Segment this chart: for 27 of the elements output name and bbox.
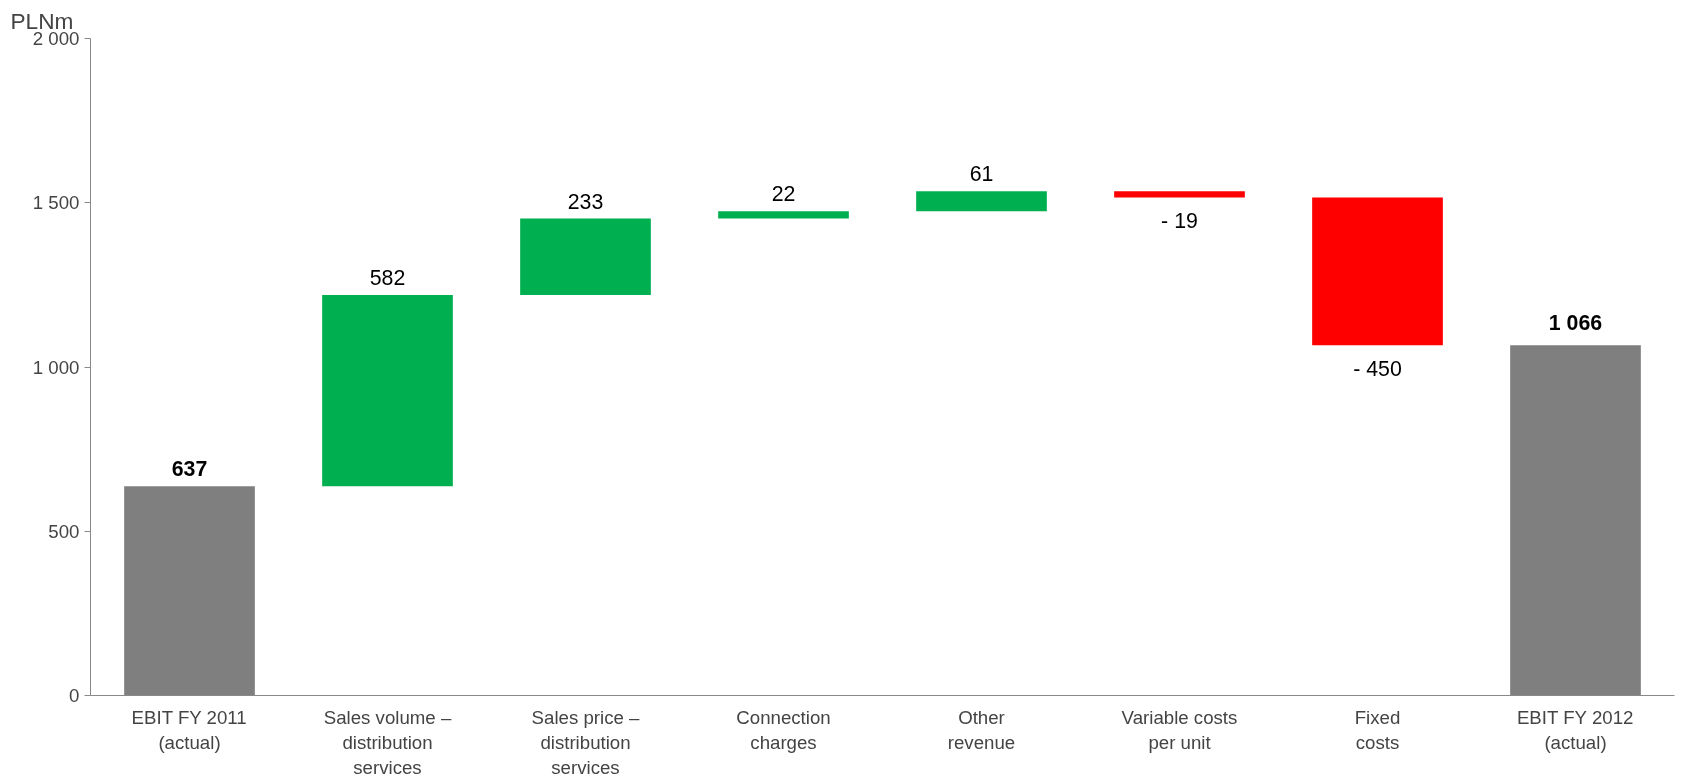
x-tick-label: Sales volume – distribution services [323, 706, 452, 778]
x-tick-label: EBIT FY 2011 (actual) [131, 706, 247, 753]
y-tick-label: 0 [69, 685, 80, 706]
x-tick-label: Variable costs per unit [1121, 706, 1238, 753]
data-label: 582 [369, 266, 406, 291]
bar [1114, 191, 1245, 198]
y-tick-label: 500 [48, 520, 80, 542]
bar [520, 218, 651, 296]
bar [916, 191, 1047, 212]
y-tick-label: 2 000 [32, 28, 80, 49]
data-label: - 450 [1353, 357, 1402, 382]
bar [718, 211, 849, 219]
bar [1312, 197, 1443, 346]
x-tick-label: EBIT FY 2012 (actual) [1516, 706, 1634, 753]
bar [322, 295, 453, 487]
data-label: - 19 [1161, 209, 1198, 234]
data-label: 22 [771, 182, 796, 207]
x-tick-label: Fixed costs [1354, 706, 1401, 753]
x-tick-label: Sales price – distribution services [531, 706, 641, 778]
y-tick-label: 1 000 [32, 356, 80, 378]
data-label: 637 [171, 457, 208, 482]
data-label: 61 [969, 162, 994, 187]
x-tick-label: Other revenue [947, 706, 1016, 753]
data-label: 1 066 [1548, 311, 1603, 336]
y-tick-label: 1 500 [32, 192, 80, 214]
data-label: 233 [567, 189, 604, 214]
x-tick-label: Connection charges [736, 706, 831, 753]
